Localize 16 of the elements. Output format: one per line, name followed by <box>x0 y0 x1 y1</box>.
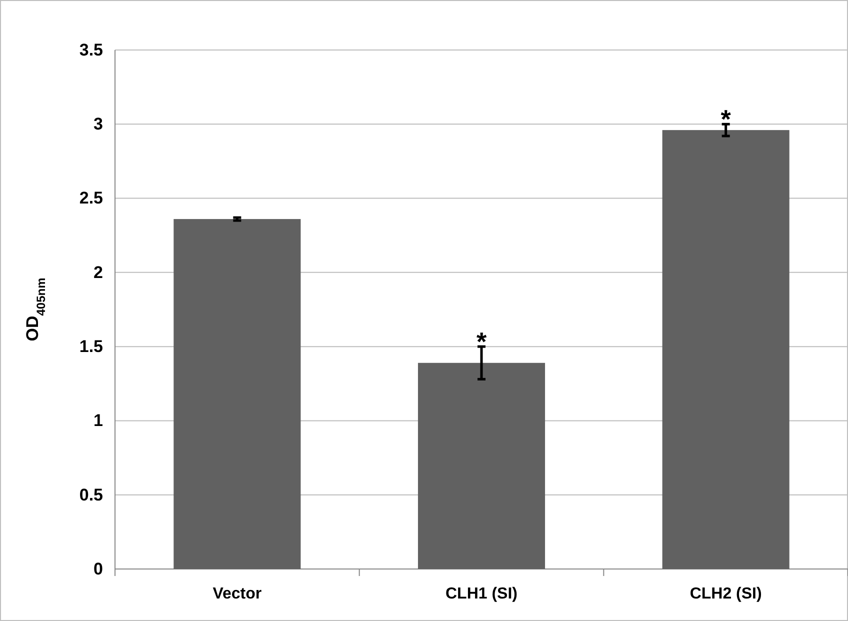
annotation: * <box>476 326 488 357</box>
x-tick-label: CLH2 (SI) <box>690 585 762 602</box>
x-tick-label: CLH1 (SI) <box>446 585 518 602</box>
y-tick-label: 2 <box>94 262 103 282</box>
y-tick-label: 1.5 <box>79 337 103 356</box>
y-tick-label: 3 <box>94 114 103 134</box>
bar <box>662 130 790 569</box>
y-tick-label: 0 <box>94 559 103 578</box>
y-tick-label: 0.5 <box>79 485 103 504</box>
y-tick-label: 3.5 <box>79 40 103 60</box>
y-tick-label: 2.5 <box>79 188 103 208</box>
bar <box>174 219 301 569</box>
bar <box>418 362 546 569</box>
y-tick-label: 1 <box>94 411 103 430</box>
x-tick-label: Vector <box>212 585 262 602</box>
annotation: * <box>720 104 732 134</box>
